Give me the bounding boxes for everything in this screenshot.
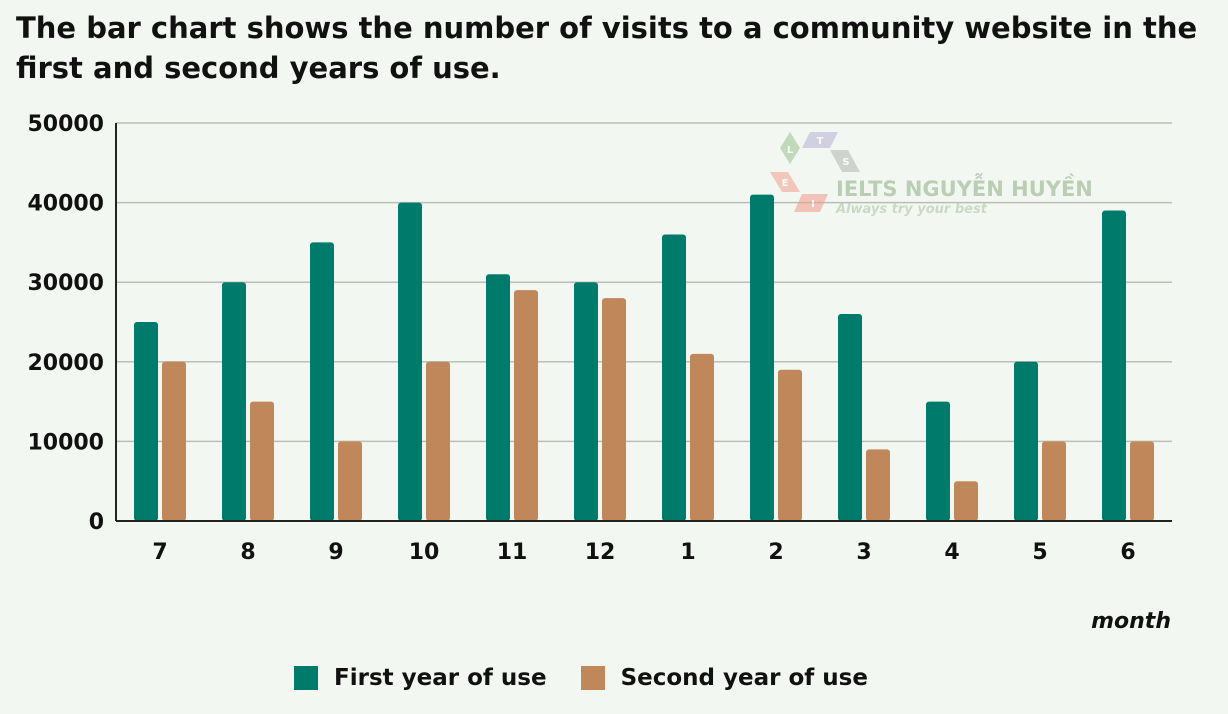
bar-first-year-11	[486, 274, 510, 521]
bar-first-year-2	[750, 194, 774, 521]
bar-first-year-1	[662, 234, 686, 521]
logo-letter-s: S	[842, 157, 849, 168]
bar-first-year-8	[222, 282, 246, 521]
legend-swatch-second-year	[580, 666, 605, 690]
x-axis-label: month	[1091, 609, 1171, 634]
bar-second-year-8	[250, 401, 274, 521]
watermark-brand: IELTS NGUYỄN HUYỀN	[836, 173, 1093, 201]
logo-tile-i	[794, 194, 828, 212]
y-tick-label: 0	[89, 510, 104, 535]
x-tick-label: 12	[585, 540, 616, 565]
x-tick-label: 7	[152, 540, 167, 565]
grid-lines	[116, 122, 1172, 443]
y-tick-label: 30000	[27, 271, 104, 296]
logo-tile-s	[830, 150, 860, 172]
chart-title: The bar chart shows the number of visits…	[16, 11, 1198, 85]
bar-first-year-4	[926, 401, 950, 521]
y-tick-label: 40000	[27, 192, 104, 217]
bar-second-year-12	[602, 298, 626, 521]
bar-second-year-9	[338, 441, 362, 521]
legend-item-second-year: Second year of use	[580, 665, 868, 691]
x-tick-label: 6	[1120, 540, 1135, 565]
bar-second-year-5	[1042, 441, 1066, 521]
x-tick-label: 2	[768, 540, 783, 565]
bar-first-year-5	[1014, 361, 1038, 521]
y-tick-label: 20000	[27, 351, 104, 376]
legend-item-first-year: First year of use	[294, 665, 547, 691]
bar-first-year-6	[1102, 210, 1126, 521]
logo-tile-e	[770, 172, 800, 192]
x-axis-ticks: 7 8 9 10 11 12 1 2 3 4 5 6	[152, 540, 1135, 565]
bar-first-year-3	[838, 314, 862, 521]
legend-swatch-first-year	[294, 666, 318, 690]
x-tick-label: 5	[1032, 540, 1047, 565]
bar-second-year-1	[690, 353, 714, 521]
bar-second-year-3	[866, 449, 890, 521]
bar-second-year-2	[778, 369, 802, 521]
watermark-tagline: Always try your best	[835, 202, 988, 217]
legend: First year of use Second year of use	[294, 660, 868, 696]
bar-second-year-7	[162, 361, 186, 521]
bar-second-year-6	[1130, 441, 1154, 521]
bar-first-year-9	[310, 242, 334, 521]
logo-letter-e: E	[782, 178, 789, 189]
bar-first-year-12	[574, 282, 598, 521]
logo-letter-i: I	[811, 199, 815, 210]
x-tick-label: 11	[497, 540, 528, 565]
logo-letter-l: L	[787, 145, 794, 156]
bar-second-year-4	[954, 481, 978, 521]
x-tick-label: 1	[680, 540, 695, 565]
logo-tile-t	[802, 132, 838, 148]
x-tick-label: 4	[944, 540, 959, 565]
x-tick-label: 10	[409, 540, 440, 565]
y-tick-label: 50000	[27, 112, 104, 137]
y-axis-ticks: 0 10000 20000 30000 40000 50000	[27, 112, 104, 535]
x-tick-label: 9	[328, 540, 343, 565]
legend-label-first-year: First year of use	[334, 665, 547, 691]
logo-tile-l	[780, 132, 800, 164]
watermark-logo: L T S E I IELTS NGUYỄN HUYỀN Always try …	[766, 128, 1106, 222]
y-tick-label: 10000	[27, 430, 104, 455]
legend-label-second-year: Second year of use	[620, 665, 868, 691]
bars	[134, 194, 1154, 521]
bar-first-year-7	[134, 322, 158, 521]
x-tick-label: 3	[856, 540, 871, 565]
bar-second-year-11	[514, 290, 538, 521]
logo-letter-t: T	[817, 136, 824, 147]
bar-second-year-10	[426, 361, 450, 521]
x-tick-label: 8	[240, 540, 255, 565]
bar-first-year-10	[398, 202, 422, 521]
